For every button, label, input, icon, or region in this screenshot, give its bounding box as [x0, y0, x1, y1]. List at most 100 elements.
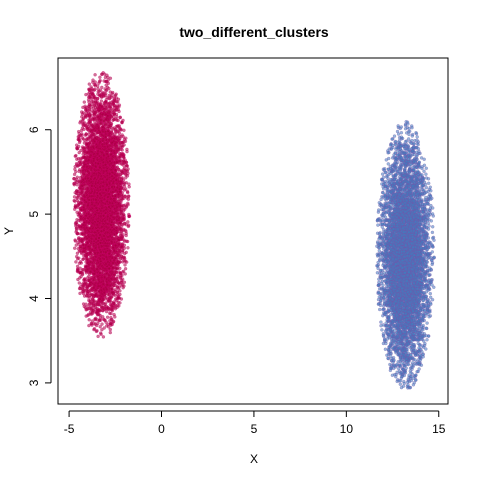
data-point	[74, 221, 79, 225]
data-point	[74, 260, 78, 264]
data-point	[124, 136, 128, 140]
data-point	[78, 139, 82, 143]
cluster-1	[72, 71, 132, 339]
data-point	[100, 322, 104, 326]
data-point	[119, 280, 124, 285]
data-point	[110, 287, 114, 291]
data-point	[121, 196, 126, 201]
data-point	[88, 95, 93, 100]
data-point	[93, 317, 97, 321]
data-point	[122, 284, 126, 288]
data-point	[75, 231, 80, 236]
data-point	[127, 182, 131, 186]
data-point	[100, 305, 104, 309]
data-point	[81, 243, 85, 248]
data-point	[72, 176, 76, 181]
data-point	[80, 115, 84, 119]
data-point	[97, 89, 101, 94]
data-point	[75, 175, 80, 179]
data-point	[79, 119, 83, 124]
data-point	[118, 115, 122, 120]
data-point	[83, 106, 88, 110]
data-point	[74, 153, 78, 158]
data-point	[99, 275, 104, 280]
data-point	[101, 139, 105, 143]
data-point	[107, 104, 112, 109]
data-point	[72, 195, 77, 199]
data-point	[105, 315, 110, 319]
data-point	[72, 246, 77, 250]
data-point	[110, 308, 114, 312]
data-point	[119, 297, 124, 301]
data-point	[88, 289, 92, 293]
data-point	[82, 127, 86, 132]
data-point	[77, 281, 82, 285]
data-point	[101, 282, 106, 286]
data-point	[74, 169, 78, 174]
data-point	[112, 312, 116, 317]
data-point	[80, 132, 84, 136]
data-point	[92, 103, 97, 108]
data-point	[87, 82, 92, 86]
data-point	[126, 246, 130, 250]
data-point	[109, 125, 113, 130]
data-point	[79, 228, 84, 232]
data-point	[94, 329, 99, 334]
data-point	[97, 141, 101, 146]
data-point	[108, 297, 113, 301]
data-point	[87, 87, 91, 92]
data-point	[98, 331, 103, 335]
data-point	[102, 326, 106, 330]
data-point	[120, 148, 124, 152]
data-point	[79, 274, 83, 279]
data-point	[107, 311, 112, 316]
data-point	[118, 301, 122, 305]
data-point	[75, 183, 79, 187]
data-point	[97, 108, 101, 113]
data-point	[87, 318, 91, 322]
data-point	[81, 250, 86, 254]
data-point	[114, 231, 119, 235]
data-point	[77, 193, 81, 198]
data-point	[89, 292, 93, 297]
data-point	[81, 137, 86, 141]
data-point	[90, 319, 95, 323]
data-point	[123, 263, 127, 267]
data-point	[100, 315, 105, 319]
data-point	[97, 79, 102, 84]
data-point	[89, 113, 93, 117]
data-point	[121, 269, 126, 274]
data-point	[100, 85, 104, 90]
data-point	[125, 189, 130, 194]
data-point	[78, 291, 82, 296]
data-point	[101, 130, 105, 134]
data-point	[93, 73, 97, 77]
data-point	[124, 163, 129, 168]
data-point	[84, 92, 88, 97]
chart-title: two_different_clusters	[179, 24, 329, 40]
data-point	[77, 256, 81, 260]
data-point	[85, 138, 89, 142]
data-point	[102, 119, 106, 123]
data-point	[82, 100, 87, 104]
data-point	[124, 239, 129, 243]
data-point	[83, 115, 88, 119]
data-point	[110, 304, 114, 309]
data-point	[98, 75, 102, 80]
data-point	[101, 335, 106, 339]
data-point	[77, 150, 81, 155]
data-point	[96, 135, 100, 139]
data-point	[126, 220, 130, 224]
data-point	[75, 157, 79, 161]
data-point	[104, 123, 108, 127]
data-point	[121, 159, 126, 163]
data-point	[92, 289, 96, 294]
data-point	[124, 173, 128, 177]
points-layer	[72, 71, 436, 390]
data-point	[77, 225, 82, 229]
data-point	[120, 133, 124, 137]
data-point	[113, 93, 118, 97]
data-point	[100, 72, 104, 76]
data-point	[119, 208, 123, 213]
